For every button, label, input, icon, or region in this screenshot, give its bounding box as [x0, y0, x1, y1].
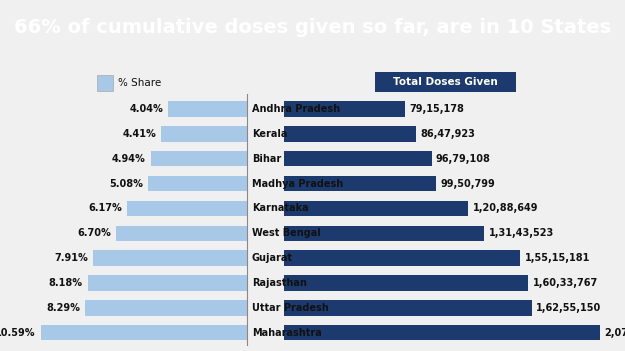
Bar [168, 101, 247, 117]
Text: Total Doses Given: Total Doses Given [393, 77, 498, 87]
Text: 10.59%: 10.59% [0, 328, 36, 338]
Bar [97, 75, 112, 91]
Bar [284, 201, 468, 216]
Bar [116, 226, 247, 241]
Text: 1,62,55,150: 1,62,55,150 [536, 303, 601, 313]
Text: 5.08%: 5.08% [109, 179, 143, 188]
Bar [375, 72, 516, 92]
Text: 1,31,43,523: 1,31,43,523 [489, 228, 554, 238]
Bar [86, 300, 247, 316]
Text: Andhra Pradesh: Andhra Pradesh [252, 104, 340, 114]
Text: 79,15,178: 79,15,178 [409, 104, 464, 114]
Text: 7.91%: 7.91% [54, 253, 88, 263]
Text: 8.29%: 8.29% [46, 303, 81, 313]
Bar [284, 226, 484, 241]
Bar [284, 176, 436, 191]
Text: Uttar Pradesh: Uttar Pradesh [252, 303, 329, 313]
Text: Karnataka: Karnataka [252, 204, 309, 213]
Text: West Bengal: West Bengal [252, 228, 321, 238]
Bar [151, 151, 247, 166]
Text: Maharashtra: Maharashtra [252, 328, 322, 338]
Bar [148, 176, 247, 191]
Text: Rajasthan: Rajasthan [252, 278, 307, 288]
Bar [161, 126, 247, 141]
Bar [127, 201, 247, 216]
Bar [284, 126, 416, 141]
Bar [93, 251, 247, 266]
Text: % Share: % Share [118, 78, 161, 88]
Text: 1,20,88,649: 1,20,88,649 [472, 204, 538, 213]
Text: 1,60,33,767: 1,60,33,767 [532, 278, 598, 288]
Text: 6.70%: 6.70% [78, 228, 111, 238]
Bar [284, 325, 600, 340]
Text: 1,55,15,181: 1,55,15,181 [524, 253, 590, 263]
Bar [88, 275, 247, 291]
Text: 66% of cumulative doses given so far, are in 10 States: 66% of cumulative doses given so far, ar… [14, 18, 611, 37]
Text: 86,47,923: 86,47,923 [420, 129, 475, 139]
Text: 4.41%: 4.41% [122, 129, 156, 139]
Text: Madhya Pradesh: Madhya Pradesh [252, 179, 343, 188]
Text: 4.94%: 4.94% [112, 154, 146, 164]
Text: 4.04%: 4.04% [129, 104, 163, 114]
Text: Gujarat: Gujarat [252, 253, 293, 263]
Text: 8.18%: 8.18% [49, 278, 82, 288]
Bar [284, 101, 405, 117]
Text: 99,50,799: 99,50,799 [440, 179, 495, 188]
Bar [284, 151, 431, 166]
Bar [284, 300, 531, 316]
Bar [284, 251, 520, 266]
Bar [284, 275, 528, 291]
Text: 96,79,108: 96,79,108 [436, 154, 491, 164]
Text: Kerala: Kerala [252, 129, 288, 139]
Text: 2,07,60,193: 2,07,60,193 [604, 328, 625, 338]
Bar [41, 325, 247, 340]
Text: 6.17%: 6.17% [88, 204, 122, 213]
Text: Bihar: Bihar [252, 154, 281, 164]
